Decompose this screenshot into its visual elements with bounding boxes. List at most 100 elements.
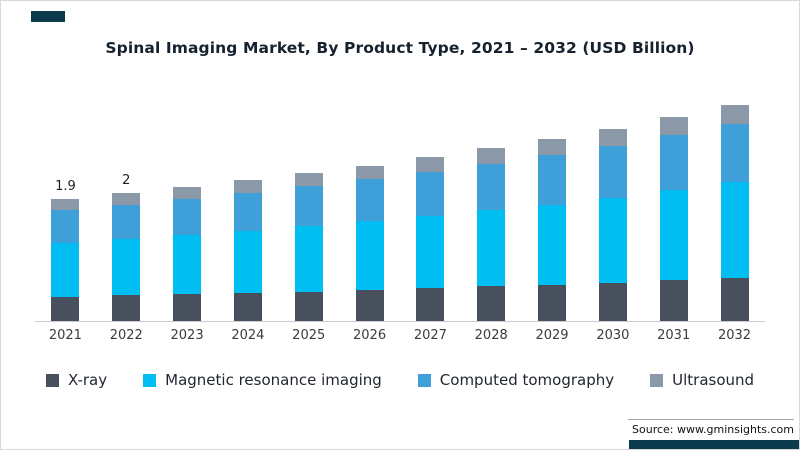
legend-item-x-ray: X-ray	[45, 371, 108, 389]
bar-segment-ultrasound	[294, 172, 323, 187]
bar-segment-ultrasound	[416, 157, 445, 172]
bar-value-label: 1.9	[55, 179, 76, 195]
bar-segment-ultrasound	[233, 180, 262, 193]
bar-segment-x-ray	[233, 292, 262, 321]
legend-swatch-icon	[650, 373, 664, 387]
stacked-bar-2021	[51, 199, 80, 321]
bar-segment-x-ray	[51, 296, 80, 321]
bar-group-2021: 1.9	[35, 69, 96, 321]
x-axis-label: 2024	[231, 328, 265, 343]
bar-group-2030	[582, 69, 643, 321]
stacked-bar-2030	[598, 129, 627, 321]
bar-group-2023	[157, 69, 218, 321]
bar-segment-computed-tomography	[294, 186, 323, 227]
x-axis-label: 2021	[48, 328, 82, 343]
bar-segment-computed-tomography	[477, 163, 506, 211]
bar-segment-x-ray	[416, 288, 445, 321]
legend-label: Computed tomography	[439, 371, 615, 389]
bar-segment-computed-tomography	[659, 135, 688, 191]
x-axis-label: 2030	[596, 328, 630, 343]
bar-segment-x-ray	[173, 294, 202, 321]
bar-group-2024	[217, 69, 278, 321]
bar-segment-ultrasound	[598, 129, 627, 147]
top-left-accent-bar	[31, 11, 65, 22]
bar-segment-ultrasound	[112, 193, 141, 205]
bar-segment-magnetic-resonance-imaging	[233, 230, 262, 293]
stacked-bar-2024	[233, 180, 262, 321]
legend-label: Ultrasound	[672, 371, 755, 389]
legend-label: Magnetic resonance imaging	[165, 371, 382, 389]
stacked-bar-2032	[720, 104, 749, 321]
bar-segment-x-ray	[477, 286, 506, 321]
stacked-bar-2031	[659, 116, 688, 321]
stacked-bar-2023	[173, 186, 202, 321]
x-axis-label: 2029	[535, 328, 569, 343]
stacked-bar-2029	[538, 139, 567, 321]
bar-segment-magnetic-resonance-imaging	[416, 216, 445, 289]
bar-segment-computed-tomography	[51, 210, 80, 243]
bar-segment-computed-tomography	[720, 123, 749, 183]
legend-item-ultrasound: Ultrasound	[650, 371, 754, 389]
x-axis-label: 2026	[353, 328, 387, 343]
x-axis-label: 2025	[292, 328, 326, 343]
bar-segment-magnetic-resonance-imaging	[112, 239, 141, 296]
legend-item-computed-tomography: Computed tomography	[417, 371, 615, 389]
chart-legend: X-ray Magnetic resonance imaging Computed …	[1, 371, 799, 389]
bar-segment-ultrasound	[720, 104, 749, 124]
bar-group-2027	[400, 69, 461, 321]
stacked-bar-2025	[294, 172, 323, 321]
stacked-bar-2028	[477, 148, 506, 321]
x-axis: 2021 2022 2023 2024 2025 2026 2027 2028 2029 2030…	[35, 328, 765, 343]
x-axis-label: 2022	[109, 328, 143, 343]
bar-segment-ultrasound	[477, 148, 506, 164]
bar-segment-computed-tomography	[233, 192, 262, 231]
bar-segment-ultrasound	[538, 139, 567, 156]
legend-swatch-icon	[45, 373, 59, 387]
bar-segment-computed-tomography	[598, 146, 627, 199]
source-attribution: Source: www.gminsights.com	[628, 419, 794, 436]
bar-segment-magnetic-resonance-imaging	[538, 204, 567, 285]
bar-segment-computed-tomography	[416, 171, 445, 217]
x-axis-label: 2028	[474, 328, 508, 343]
bar-segment-computed-tomography	[355, 178, 384, 222]
bar-segment-computed-tomography	[112, 204, 141, 240]
bar-segment-magnetic-resonance-imaging	[355, 221, 384, 290]
bar-group-2028	[461, 69, 522, 321]
bar-group-2026	[339, 69, 400, 321]
legend-swatch-icon	[143, 373, 157, 387]
bar-segment-x-ray	[538, 284, 567, 321]
chart-title: Spinal Imaging Market, By Product Type, …	[105, 39, 695, 57]
bar-segment-magnetic-resonance-imaging	[477, 210, 506, 287]
legend-swatch-icon	[417, 373, 431, 387]
bar-segment-x-ray	[355, 289, 384, 321]
bar-segment-x-ray	[659, 280, 688, 321]
bar-segment-x-ray	[598, 282, 627, 321]
bar-group-2031	[643, 69, 704, 321]
bar-chart: 1.9 2	[35, 69, 765, 322]
legend-item-magnetic-resonance-imaging: Magnetic resonance imaging	[143, 371, 382, 389]
bar-segment-magnetic-resonance-imaging	[51, 242, 80, 297]
x-axis-label: 2027	[413, 328, 447, 343]
stacked-bar-2026	[355, 165, 384, 321]
bar-segment-ultrasound	[51, 199, 80, 211]
legend-label: X-ray	[67, 371, 108, 389]
bar-value-label: 2	[122, 173, 131, 189]
bar-group-2029	[522, 69, 583, 321]
bar-segment-ultrasound	[659, 116, 688, 136]
bar-segment-magnetic-resonance-imaging	[659, 190, 688, 280]
bar-segment-computed-tomography	[173, 198, 202, 236]
bar-segment-computed-tomography	[538, 155, 567, 205]
bar-group-2025	[278, 69, 339, 321]
bar-segment-magnetic-resonance-imaging	[294, 226, 323, 292]
bar-segment-ultrasound	[173, 186, 202, 199]
stacked-bar-2027	[416, 157, 445, 321]
bar-segment-x-ray	[112, 295, 141, 321]
bar-segment-ultrasound	[355, 165, 384, 179]
bar-segment-magnetic-resonance-imaging	[720, 182, 749, 278]
bar-group-2022: 2	[96, 69, 157, 321]
x-axis-label: 2032	[717, 328, 752, 343]
x-axis-label: 2031	[657, 328, 691, 343]
bar-segment-magnetic-resonance-imaging	[598, 198, 627, 283]
stacked-bar-2022	[112, 193, 141, 321]
bar-segment-magnetic-resonance-imaging	[173, 235, 202, 295]
